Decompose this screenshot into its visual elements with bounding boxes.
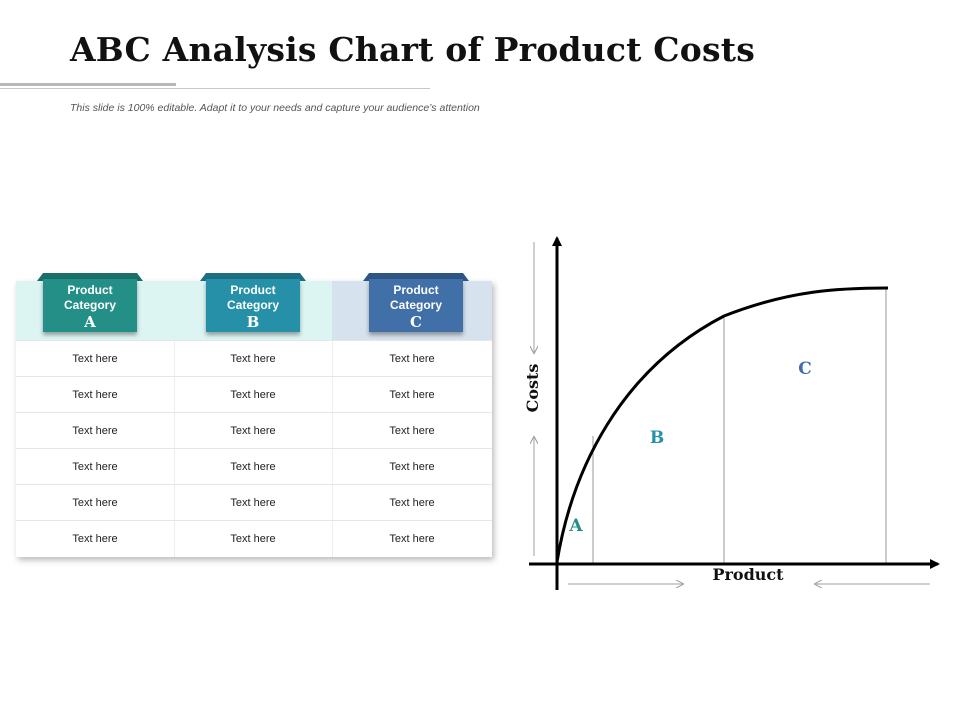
table-cell: Text here <box>174 413 333 449</box>
table-cell: Text here <box>174 485 333 521</box>
zone-label-c: C <box>798 359 812 379</box>
table-cell: Text here <box>389 389 435 401</box>
tag-line2: Category <box>226 298 279 312</box>
title-underline-accent <box>0 83 176 86</box>
table-cell: Text here <box>174 377 333 413</box>
table-row: Text here Text here Text here <box>16 484 492 521</box>
tag-line1: Product <box>67 283 113 297</box>
table-cell: Text here <box>174 449 333 485</box>
tag-line1: Product <box>393 283 439 297</box>
table-cell: Text here <box>389 533 435 545</box>
page-subtitle: This slide is 100% editable. Adapt it to… <box>70 102 480 114</box>
table-cell: Text here <box>389 461 435 473</box>
category-tag-a: Product Category A <box>43 279 137 332</box>
table-cell: Text here <box>174 521 333 557</box>
table-cell: Text here <box>16 449 175 485</box>
title-underline <box>0 88 430 89</box>
table-cell: Text here <box>16 413 175 449</box>
table-cell: Text here <box>389 353 435 365</box>
table-cell: Text here <box>16 377 175 413</box>
tag-line2: Category <box>389 298 442 312</box>
page-title: ABC Analysis Chart of Product Costs <box>70 30 755 69</box>
table-cell: Text here <box>389 425 435 437</box>
tag-letter: B <box>246 313 260 331</box>
zone-label-a: A <box>568 516 583 536</box>
tag-line2: Category <box>63 298 116 312</box>
table-row: Text here Text here Text here <box>16 376 492 413</box>
category-tag-c: Product Category C <box>369 279 463 332</box>
table-row: Text here Text here Text here <box>16 520 492 557</box>
zone-label-b: B <box>650 428 664 448</box>
table-row: Text here Text here Text here <box>16 412 492 449</box>
table-cell: Text here <box>389 497 435 509</box>
y-axis-label: Costs <box>523 364 542 413</box>
table-cell: Text here <box>16 341 175 377</box>
table-cell: Text here <box>16 521 175 557</box>
x-axis-label: Product <box>712 565 784 584</box>
tag-letter: A <box>84 313 96 331</box>
tag-letter: C <box>410 313 422 331</box>
table-cell: Text here <box>16 485 175 521</box>
table-cell: Text here <box>174 341 333 377</box>
table-row: Text here Text here Text here <box>16 448 492 485</box>
cumulative-cost-curve <box>555 286 889 563</box>
tag-line1: Product <box>230 283 276 297</box>
category-tag-b: Product Category B <box>206 279 300 332</box>
table-row: Text here Text here Text here <box>16 340 492 377</box>
